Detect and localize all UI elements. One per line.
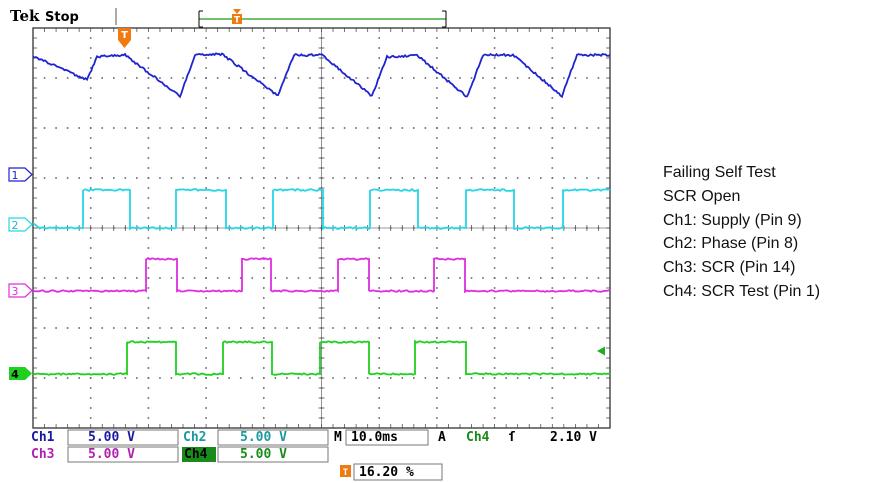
- svg-text:T: T: [234, 16, 241, 26]
- timebase-value: 10.0ms: [351, 430, 398, 445]
- run-state: Stop: [45, 10, 79, 25]
- trigger-position-icon-small: [340, 465, 351, 477]
- ch4-ground-marker-icon: 4: [9, 367, 32, 381]
- ch2-ground-marker-icon: 2: [8, 217, 33, 232]
- ch3-waveform: [32, 257, 611, 294]
- svg-text:1: 1: [12, 169, 19, 182]
- note-line: Failing Self Test: [663, 164, 776, 181]
- ch4-scale: 5.00 V: [240, 447, 287, 462]
- svg-text:T: T: [343, 468, 349, 478]
- status-readout: Ch1 5.00 V Ch2 5.00 V M 10.0ms A Ch4 ſ 2…: [31, 429, 597, 481]
- ch4-scale-box: [217, 446, 329, 463]
- ch2-scale-box: [217, 429, 329, 446]
- note-line: SCR Open: [663, 187, 741, 205]
- tek-logo: Tek: [10, 7, 40, 25]
- timebase-box: [345, 429, 429, 446]
- ch2-label: Ch2: [183, 430, 206, 445]
- note-line: Ch4: SCR Test (Pin 1): [663, 282, 821, 300]
- trigger-position-value: 16.20 %: [359, 465, 414, 480]
- record-trigger-marker-icon: T: [232, 9, 242, 26]
- ch1-scale-box: [67, 429, 179, 446]
- note-line: Ch3: SCR (Pin 14): [663, 259, 796, 277]
- ch4-waveform: [32, 339, 611, 376]
- annotation-notes: Failing Self Test SCR Open Ch1: Supply (…: [663, 161, 868, 304]
- ch2-waveform: [32, 187, 611, 231]
- trigger-source: Ch4: [466, 430, 490, 445]
- svg-text:T: T: [121, 30, 128, 41]
- graticule-border: [32, 27, 611, 429]
- ch4-label: Ch4: [184, 447, 208, 462]
- svg-text:4: 4: [11, 368, 19, 381]
- ch3-label: Ch3: [31, 447, 54, 462]
- svg-text:2: 2: [12, 219, 19, 232]
- note-line: Ch1: Supply (Pin 9): [663, 211, 802, 229]
- trigger-mode: A: [438, 430, 446, 445]
- ch2-scale: 5.00 V: [240, 430, 287, 445]
- svg-text:3: 3: [12, 285, 19, 298]
- trigger-position-icon: T: [118, 28, 131, 48]
- trigger-level: 2.10 V: [550, 430, 597, 445]
- ch1-label: Ch1: [31, 430, 55, 445]
- note-line: Ch2: Phase (Pin 8): [663, 235, 799, 253]
- trigger-position-box: [353, 463, 443, 481]
- ch1-ground-marker-icon: 1: [8, 167, 33, 182]
- ch3-scale-box: [67, 446, 179, 463]
- ch1-waveform: [32, 52, 611, 99]
- ch4-label-highlight: [182, 447, 216, 462]
- ch3-scale: 5.00 V: [88, 447, 135, 462]
- timebase-prefix: M: [334, 430, 342, 445]
- trigger-level-arrow-icon: [597, 346, 605, 356]
- trigger-slope-icon: ſ: [508, 430, 516, 445]
- ch3-ground-marker-icon: 3: [8, 283, 33, 298]
- graticule: [32, 27, 610, 429]
- ch1-scale: 5.00 V: [88, 430, 135, 445]
